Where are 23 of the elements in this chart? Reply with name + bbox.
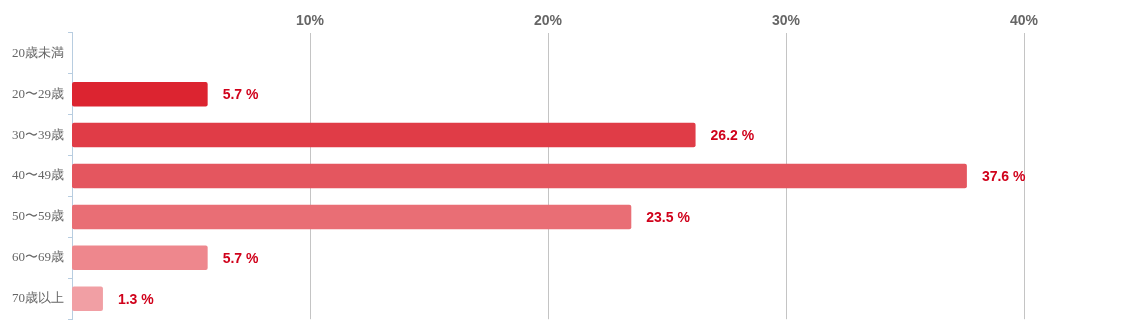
y-tick-label: 20歳未満 <box>12 44 64 60</box>
y-tick-label: 20〜29歳 <box>12 85 64 101</box>
x-tick-label: 20% <box>533 12 563 29</box>
bar <box>72 81 208 107</box>
y-tick-label: 30〜39歳 <box>12 126 64 142</box>
y-tick-label: 60〜69歳 <box>12 249 64 265</box>
bar <box>72 163 967 189</box>
x-tick-label: 40% <box>1009 12 1039 29</box>
y-tick-label: 40〜49歳 <box>12 167 64 183</box>
y-tick-label: 70歳以上 <box>12 290 64 306</box>
bar <box>72 245 208 271</box>
data-label: 1.3 % <box>117 290 155 307</box>
x-tick-label: 30% <box>771 12 801 29</box>
data-label: 5.7 % <box>222 86 260 103</box>
bar <box>72 204 632 230</box>
data-label: 26.2 % <box>710 126 755 143</box>
y-tick-label: 50〜59歳 <box>12 208 64 224</box>
data-label: 5.7 % <box>222 249 260 266</box>
data-label: 23.5 % <box>646 208 691 225</box>
bar <box>72 122 696 148</box>
data-label: 37.6 % <box>981 167 1027 184</box>
bar <box>72 286 103 312</box>
x-tick-label: 10% <box>295 12 325 29</box>
